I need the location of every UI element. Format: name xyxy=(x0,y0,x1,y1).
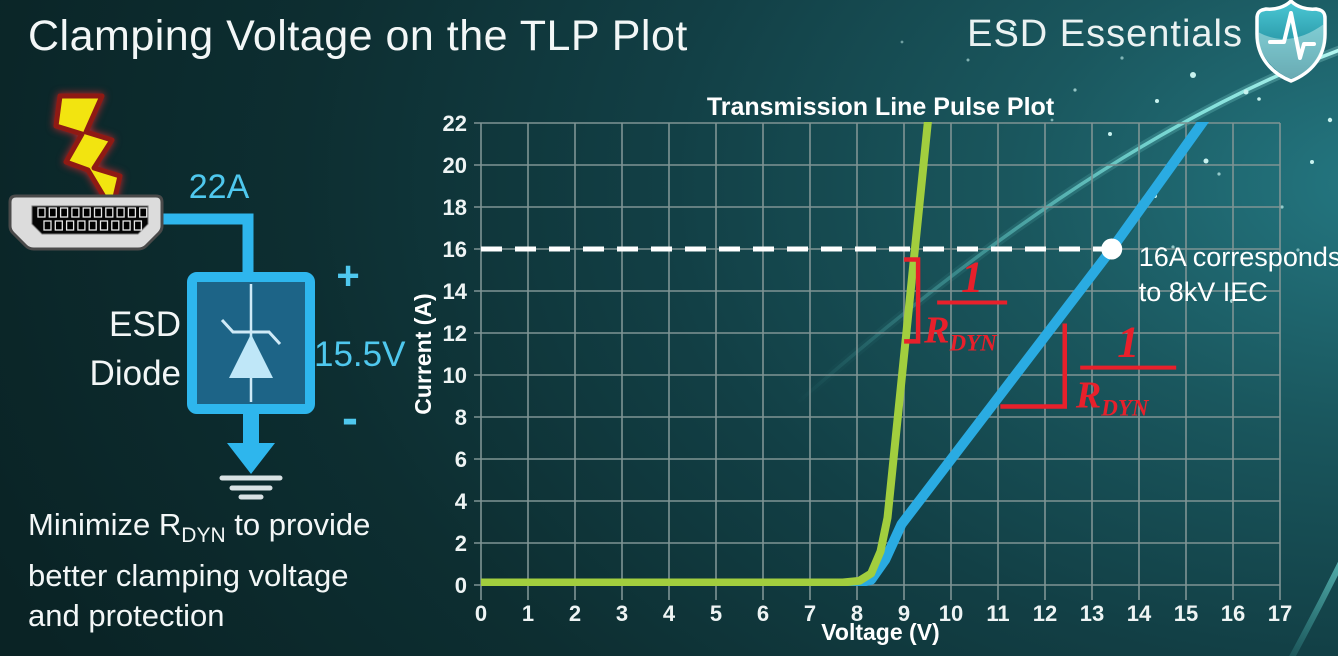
marker-dot xyxy=(1101,238,1123,260)
x-tick-label: 8 xyxy=(851,601,863,626)
background-swoosh xyxy=(792,45,1338,656)
x-tick-label: 16 xyxy=(1221,601,1245,626)
x-tick-label: 9 xyxy=(898,601,910,626)
marker-label-line: to 8kV IEC xyxy=(1139,277,1268,307)
x-tick-label: 10 xyxy=(939,601,963,626)
x-axis-label: Voltage (V) xyxy=(821,619,939,645)
wire xyxy=(160,213,254,280)
annotation-green-slope-bracket xyxy=(904,257,921,344)
fraction-denominator: RDYN xyxy=(923,310,998,356)
y-axis-label: Current (A) xyxy=(410,293,436,414)
arrow-down-icon xyxy=(227,409,275,474)
right-angle-shape xyxy=(1000,323,1067,409)
y-tick-label: 0 xyxy=(455,573,467,598)
shield-pulse-icon xyxy=(1255,0,1327,83)
y-tick-label: 14 xyxy=(443,279,468,304)
annotation-blue-slope-triangle xyxy=(1000,323,1067,409)
y-tick-label: 18 xyxy=(443,195,467,220)
page-title: Clamping Voltage on the TLP Plot xyxy=(28,12,688,60)
x-tick-label: 15 xyxy=(1174,601,1198,626)
x-tick-label: 1 xyxy=(522,601,534,626)
lightning-icon xyxy=(53,93,123,213)
clamp-voltage-label: 15.5V xyxy=(314,335,406,374)
y-tick-label: 8 xyxy=(455,405,467,430)
plus-label: + xyxy=(336,254,359,298)
tvs-diode-symbol xyxy=(220,284,282,402)
x-tick-label: 2 xyxy=(569,601,581,626)
ground-icon xyxy=(219,475,283,500)
minus-label: - xyxy=(342,392,358,445)
y-tick-label: 2 xyxy=(455,531,467,556)
y-tick-label: 20 xyxy=(443,153,467,178)
series-high-rdyn-diode xyxy=(481,122,1210,586)
hdmi-connector-icon xyxy=(8,194,164,251)
fraction-green-slope-bracket: 1 RDYN xyxy=(923,253,1008,356)
x-tick-label: 7 xyxy=(804,601,816,626)
rdyn-subscript: DYN xyxy=(181,524,226,547)
x-tick-label: 0 xyxy=(475,601,487,626)
esd-circuit-diagram: 22A + 15.5V - ESD Diode xyxy=(8,93,406,500)
device-label-line2: Diode xyxy=(90,354,181,393)
y-tick-label: 12 xyxy=(443,321,467,346)
x-tick-label: 14 xyxy=(1127,601,1152,626)
x-tick-label: 12 xyxy=(1033,601,1057,626)
chart-title: Transmission Line Pulse Plot xyxy=(707,93,1055,121)
fraction-numerator: 1 xyxy=(1117,318,1139,367)
y-tick-label: 10 xyxy=(443,363,467,388)
y-tick-label: 16 xyxy=(443,237,467,262)
note-text: Minimize RDYN to provide better clamping… xyxy=(28,505,370,636)
series-low-rdyn-diode xyxy=(481,122,932,586)
note-line-3: and protection xyxy=(28,598,225,633)
fraction-numerator: 1 xyxy=(961,253,983,302)
x-tick-label: 4 xyxy=(663,601,676,626)
x-tick-label: 13 xyxy=(1080,601,1104,626)
note-line-1: Minimize RDYN to provide xyxy=(28,507,371,547)
chart-grid xyxy=(474,122,1281,600)
marker-label-line: 16A corresponds xyxy=(1139,242,1338,272)
y-tick-label: 22 xyxy=(443,111,467,136)
x-tick-label: 17 xyxy=(1268,601,1292,626)
surge-current-label: 22A xyxy=(189,168,250,206)
x-tick-label: 6 xyxy=(757,601,769,626)
esd-diode-box xyxy=(187,272,315,414)
x-tick-label: 5 xyxy=(710,601,722,626)
x-tick-label: 3 xyxy=(616,601,628,626)
y-tick-label: 6 xyxy=(455,447,467,472)
device-label-line1: ESD xyxy=(109,305,181,344)
y-tick-label: 4 xyxy=(455,489,468,514)
note-line-2: better clamping voltage xyxy=(28,558,349,593)
bracket-shape xyxy=(904,257,921,344)
tlp-chart: 0 1 2 3 4 5 6 7 8 9 10 11 12 13 14 15 16 1702468101214161… xyxy=(410,93,1338,645)
brand-name: ESD Essentials xyxy=(967,13,1243,55)
x-tick-label: 11 xyxy=(986,601,1009,626)
